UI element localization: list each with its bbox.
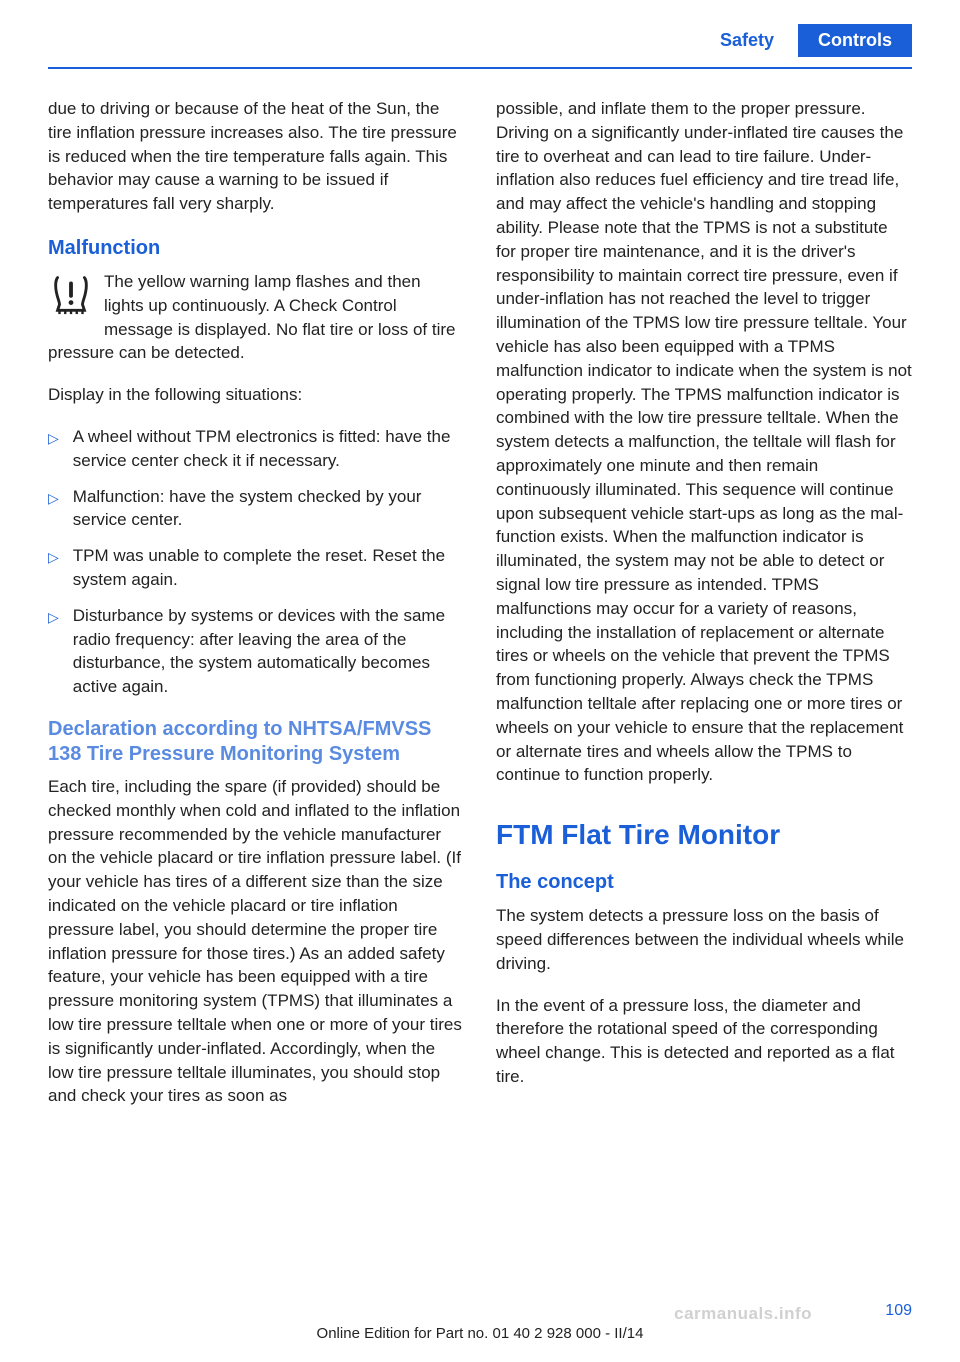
list-marker-icon: ▷	[48, 548, 59, 592]
list-item-text: Disturbance by systems or devices with t…	[73, 604, 464, 699]
right-column: possible, and inflate them to the proper…	[496, 97, 912, 1322]
list-item: ▷ A wheel without TPM electronics is fit…	[48, 425, 464, 473]
content-columns: due to driving or because of the heat of…	[48, 97, 912, 1322]
declaration-heading: Declaration according to NHTSA/FMVSS 138…	[48, 717, 464, 767]
header-section-controls: Controls	[798, 24, 912, 57]
list-marker-icon: ▷	[48, 429, 59, 473]
list-item: ▷ Disturbance by systems or devices with…	[48, 604, 464, 699]
tire-pressure-warning-icon	[48, 270, 94, 316]
concept-heading: The concept	[496, 868, 912, 896]
ftm-heading: FTM Flat Tire Monitor	[496, 815, 912, 854]
display-intro: Display in the following situations:	[48, 383, 464, 407]
concept-paragraph-2: In the event of a pressure loss, the dia…	[496, 994, 912, 1089]
list-item-text: Malfunction: have the system checked by …	[73, 485, 464, 533]
page-container: Safety Controls due to driving or becaus…	[0, 0, 960, 1362]
footer-edition-text: Online Edition for Part no. 01 40 2 928 …	[48, 1325, 912, 1342]
malfunction-block: The yellow warning lamp flashes and then…	[48, 270, 464, 365]
page-footer: 109 Online Edition for Part no. 01 40 2 …	[48, 1325, 912, 1342]
situations-list: ▷ A wheel without TPM electronics is fit…	[48, 425, 464, 699]
intro-paragraph: due to driving or because of the heat of…	[48, 97, 464, 216]
page-header: Safety Controls	[48, 24, 912, 69]
list-item: ▷ TPM was unable to complete the reset. …	[48, 544, 464, 592]
list-item: ▷ Malfunction: have the system checked b…	[48, 485, 464, 533]
page-number: 109	[885, 1302, 912, 1320]
list-marker-icon: ▷	[48, 489, 59, 533]
list-item-text: A wheel without TPM electronics is fitte…	[73, 425, 464, 473]
declaration-text: Each tire, including the spare (if provi…	[48, 775, 464, 1108]
header-section-safety: Safety	[720, 30, 774, 51]
left-column: due to driving or because of the heat of…	[48, 97, 464, 1322]
watermark-text: carmanuals.info	[674, 1304, 812, 1324]
malfunction-text: The yellow warning lamp flashes and then…	[48, 272, 455, 362]
malfunction-heading: Malfunction	[48, 234, 464, 262]
declaration-continued: possible, and inflate them to the proper…	[496, 97, 912, 787]
list-item-text: TPM was unable to complete the reset. Re…	[73, 544, 464, 592]
list-marker-icon: ▷	[48, 608, 59, 699]
concept-paragraph-1: The system detects a pressure loss on th…	[496, 904, 912, 975]
